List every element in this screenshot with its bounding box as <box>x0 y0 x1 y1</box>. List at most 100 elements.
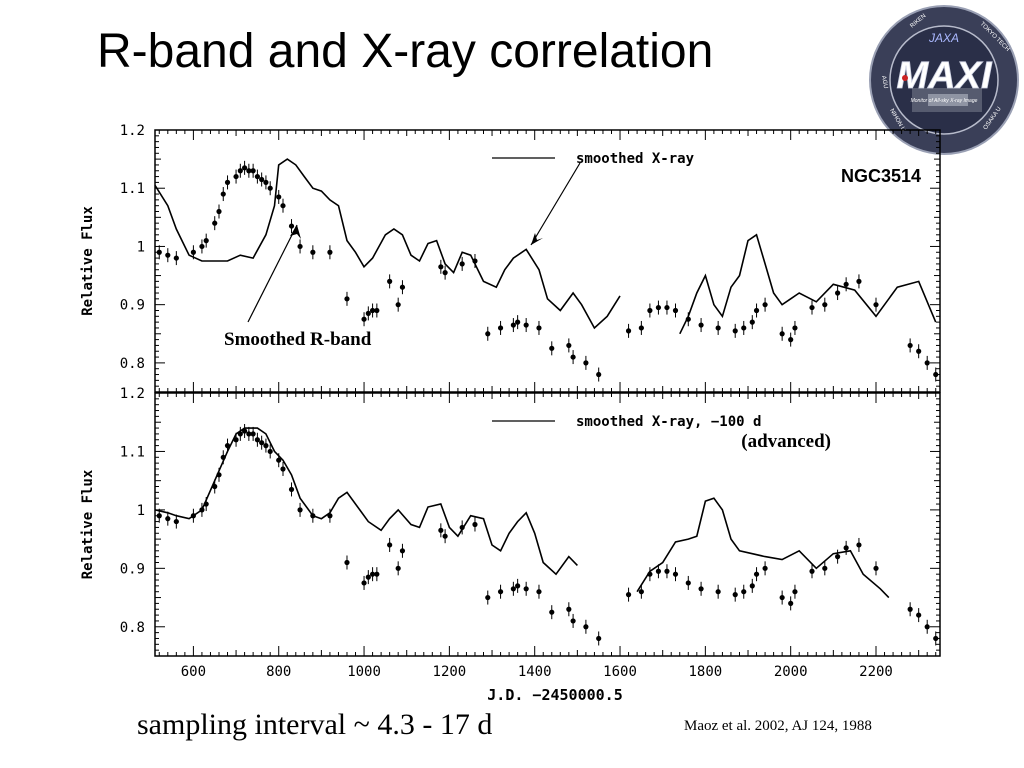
rband-point-top <box>259 176 265 183</box>
rband-point-bottom <box>250 431 256 437</box>
rband-point-top <box>596 371 602 378</box>
rband-point-bottom <box>625 592 632 598</box>
rband-point-bottom <box>365 574 371 580</box>
rband-point-bottom <box>698 586 704 592</box>
rband-point-bottom <box>241 428 248 434</box>
rband-point-bottom <box>361 580 367 586</box>
rband-point-top <box>933 371 939 378</box>
rband-point-bottom <box>856 542 862 548</box>
rband-point-top <box>515 319 521 325</box>
rband-point-top <box>297 243 303 250</box>
y-axis-label-bottom: Relative Flux <box>80 469 96 579</box>
xtick-label: 1400 <box>518 664 552 680</box>
rband-point-top <box>472 258 478 264</box>
rband-point-top <box>924 360 930 366</box>
xtick-label: 600 <box>181 664 206 680</box>
rband-point-top <box>165 252 171 258</box>
rband-point-top <box>442 270 448 276</box>
rband-point-top <box>698 322 704 328</box>
rband-point-top <box>685 316 691 322</box>
rband-point-bottom <box>536 589 542 595</box>
rband-point-bottom <box>647 571 653 577</box>
rband-point-top <box>276 194 282 200</box>
ytick-label-bottom: 0.8 <box>120 620 145 636</box>
rband-point-bottom <box>233 437 239 443</box>
annotation-smoothed-rband: Smoothed R-band <box>224 329 372 350</box>
rband-point-bottom <box>190 513 196 519</box>
rband-point-top <box>762 302 768 308</box>
ytick-label-top: 1.1 <box>120 181 145 197</box>
rband-point-bottom <box>263 443 269 449</box>
ytick-label-bottom: 1.2 <box>120 386 145 402</box>
smoothed-xray-line-top-0 <box>154 158 621 330</box>
smoothed-xray-line-bottom-0 <box>154 427 578 576</box>
rband-point-top <box>570 354 576 360</box>
rband-point-top <box>212 220 218 226</box>
plot-frame-bottom <box>154 392 941 657</box>
rband-point-bottom <box>224 443 231 449</box>
ytick-label-top: 1 <box>137 239 145 255</box>
rband-point-top <box>365 310 371 316</box>
arrowhead-xray <box>531 233 543 245</box>
xtick-label: 1000 <box>347 664 381 680</box>
logo-jaxa: JAXA <box>928 31 959 45</box>
rband-point-top <box>246 168 252 174</box>
rband-point-top <box>655 304 662 311</box>
rband-point-bottom <box>212 483 218 490</box>
rband-point-bottom <box>515 583 521 589</box>
rband-point-bottom <box>199 507 205 513</box>
sampling-interval-note: sampling interval ~ 4.3 - 17 d <box>137 708 493 741</box>
xtick-label: 1200 <box>433 664 467 680</box>
rband-point-top <box>843 281 849 287</box>
rband-point-top <box>822 302 828 308</box>
rband-point-top <box>647 307 653 314</box>
rband-point-bottom <box>583 624 589 630</box>
rband-point-top <box>497 325 504 331</box>
rband-point-top <box>156 249 162 255</box>
rband-point-top <box>395 302 401 308</box>
citation: Maoz et al. 2002, AJ 124, 1988 <box>684 718 872 734</box>
rband-point-bottom <box>259 440 265 446</box>
xtick-label: 800 <box>266 664 291 680</box>
rband-point-top <box>741 325 747 331</box>
rband-point-top <box>792 325 798 331</box>
rband-point-top <box>873 302 879 308</box>
rband-point-bottom <box>485 594 491 601</box>
ytick-label-top: 0.8 <box>120 356 145 372</box>
rband-point-bottom <box>596 635 602 642</box>
rband-point-top <box>369 307 376 314</box>
rband-point-bottom <box>267 448 273 455</box>
rband-point-bottom <box>933 635 939 642</box>
rband-point-bottom <box>792 589 798 595</box>
rband-point-bottom <box>873 565 879 571</box>
arrowhead-rband <box>290 225 301 239</box>
rband-point-bottom <box>288 486 295 493</box>
xtick-label: 2200 <box>859 664 893 680</box>
rband-point-bottom <box>395 565 401 571</box>
rband-point-top <box>203 238 209 244</box>
rband-point-top <box>327 249 333 255</box>
rband-point-top <box>459 261 465 267</box>
rband-point-bottom <box>570 618 576 624</box>
rband-point-top <box>173 255 179 261</box>
rband-point-bottom <box>220 454 226 460</box>
rband-point-bottom <box>924 624 930 630</box>
xtick-label: 2000 <box>774 664 808 680</box>
rband-point-bottom <box>638 589 644 595</box>
rband-point-top <box>664 304 670 311</box>
rband-point-bottom <box>156 513 162 519</box>
rband-point-top <box>916 348 922 354</box>
smoothed-xray-line-bottom-1 <box>636 497 890 599</box>
rband-point-bottom <box>442 533 448 539</box>
rband-point-top <box>638 325 644 331</box>
rband-point-top <box>241 165 248 171</box>
rband-point-bottom <box>809 568 815 574</box>
logo-maxi: MAXI <box>897 55 993 97</box>
rband-point-top <box>220 191 226 197</box>
rband-point-bottom <box>822 565 828 571</box>
rband-point-top <box>233 173 239 180</box>
slide-title: R-band and X-ray correlation <box>97 25 714 78</box>
rband-point-top <box>549 345 555 351</box>
rband-point-bottom <box>741 589 747 595</box>
